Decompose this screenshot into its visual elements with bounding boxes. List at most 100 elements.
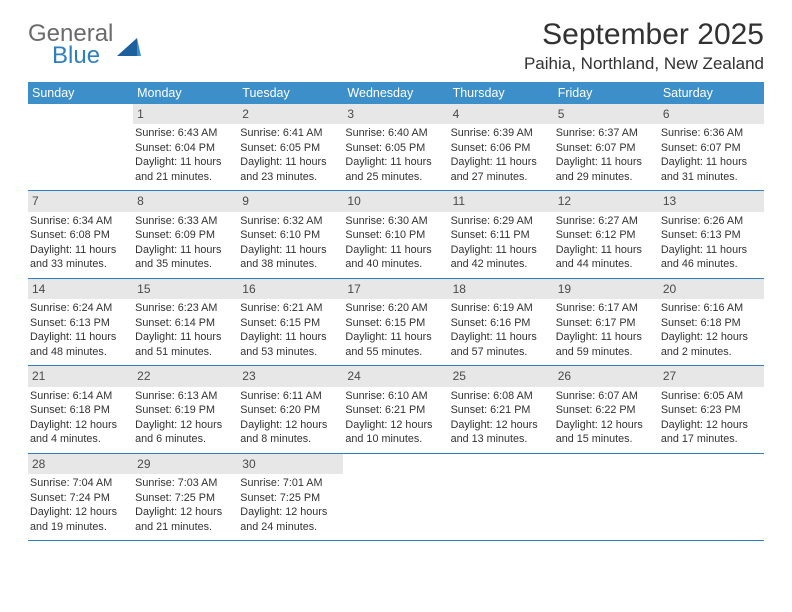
day-sunrise: Sunrise: 6:41 AM xyxy=(240,126,339,141)
day-daylight1: Daylight: 12 hours xyxy=(661,330,760,345)
day-daylight1: Daylight: 11 hours xyxy=(135,155,234,170)
day-daylight1: Daylight: 12 hours xyxy=(345,418,444,433)
week-row: 14Sunrise: 6:24 AMSunset: 6:13 PMDayligh… xyxy=(28,279,764,366)
day-number: 25 xyxy=(449,366,554,386)
day-number: 29 xyxy=(133,454,238,474)
day-number: 9 xyxy=(238,191,343,211)
brand-word2: Blue xyxy=(52,44,113,68)
day-sunrise: Sunrise: 6:27 AM xyxy=(556,214,655,229)
day-number: 15 xyxy=(133,279,238,299)
day-daylight2: and 15 minutes. xyxy=(556,432,655,447)
calendar-grid: Sunday Monday Tuesday Wednesday Thursday… xyxy=(28,82,764,541)
day-body: Sunrise: 6:08 AMSunset: 6:21 PMDaylight:… xyxy=(449,387,554,453)
day-sunrise: Sunrise: 6:14 AM xyxy=(30,389,129,404)
day-body: Sunrise: 6:43 AMSunset: 6:04 PMDaylight:… xyxy=(133,124,238,190)
day-sunset: Sunset: 7:25 PM xyxy=(135,491,234,506)
day-number: 21 xyxy=(28,366,133,386)
day-sunrise: Sunrise: 6:32 AM xyxy=(240,214,339,229)
day-body: Sunrise: 6:07 AMSunset: 6:22 PMDaylight:… xyxy=(554,387,659,453)
day-cell: 7Sunrise: 6:34 AMSunset: 6:08 PMDaylight… xyxy=(28,191,133,277)
day-daylight2: and 35 minutes. xyxy=(135,257,234,272)
day-number: 23 xyxy=(238,366,343,386)
day-cell: 13Sunrise: 6:26 AMSunset: 6:13 PMDayligh… xyxy=(659,191,764,277)
day-number: 5 xyxy=(554,104,659,124)
day-body: Sunrise: 6:33 AMSunset: 6:09 PMDaylight:… xyxy=(133,212,238,278)
day-daylight2: and 27 minutes. xyxy=(451,170,550,185)
day-daylight2: and 21 minutes. xyxy=(135,170,234,185)
day-daylight1: Daylight: 12 hours xyxy=(451,418,550,433)
day-daylight2: and 24 minutes. xyxy=(240,520,339,535)
header-row: General Blue September 2025 Paihia, Nort… xyxy=(28,18,764,74)
day-cell: 10Sunrise: 6:30 AMSunset: 6:10 PMDayligh… xyxy=(343,191,448,277)
day-cell: 8Sunrise: 6:33 AMSunset: 6:09 PMDaylight… xyxy=(133,191,238,277)
day-daylight1: Daylight: 12 hours xyxy=(135,505,234,520)
day-sunrise: Sunrise: 7:04 AM xyxy=(30,476,129,491)
day-daylight2: and 6 minutes. xyxy=(135,432,234,447)
day-header: Thursday xyxy=(449,82,554,104)
day-body: Sunrise: 6:24 AMSunset: 6:13 PMDaylight:… xyxy=(28,299,133,365)
day-number: 7 xyxy=(28,191,133,211)
day-body: Sunrise: 7:01 AMSunset: 7:25 PMDaylight:… xyxy=(238,474,343,540)
day-cell: 12Sunrise: 6:27 AMSunset: 6:12 PMDayligh… xyxy=(554,191,659,277)
day-number: 20 xyxy=(659,279,764,299)
day-body: Sunrise: 6:32 AMSunset: 6:10 PMDaylight:… xyxy=(238,212,343,278)
day-cell: 24Sunrise: 6:10 AMSunset: 6:21 PMDayligh… xyxy=(343,366,448,452)
day-number: 24 xyxy=(343,366,448,386)
day-sunrise: Sunrise: 6:37 AM xyxy=(556,126,655,141)
day-number: 19 xyxy=(554,279,659,299)
day-sunrise: Sunrise: 6:20 AM xyxy=(345,301,444,316)
day-body: Sunrise: 6:29 AMSunset: 6:11 PMDaylight:… xyxy=(449,212,554,278)
day-sunrise: Sunrise: 6:30 AM xyxy=(345,214,444,229)
day-cell: 16Sunrise: 6:21 AMSunset: 6:15 PMDayligh… xyxy=(238,279,343,365)
day-cell: 21Sunrise: 6:14 AMSunset: 6:18 PMDayligh… xyxy=(28,366,133,452)
day-number: 8 xyxy=(133,191,238,211)
day-header: Wednesday xyxy=(343,82,448,104)
day-body: Sunrise: 6:17 AMSunset: 6:17 PMDaylight:… xyxy=(554,299,659,365)
day-sunset: Sunset: 6:23 PM xyxy=(661,403,760,418)
day-body: Sunrise: 6:20 AMSunset: 6:15 PMDaylight:… xyxy=(343,299,448,365)
day-number: 28 xyxy=(28,454,133,474)
day-cell: 2Sunrise: 6:41 AMSunset: 6:05 PMDaylight… xyxy=(238,104,343,190)
day-number: 27 xyxy=(659,366,764,386)
day-sunset: Sunset: 6:21 PM xyxy=(451,403,550,418)
day-sunset: Sunset: 6:15 PM xyxy=(345,316,444,331)
day-sunset: Sunset: 6:09 PM xyxy=(135,228,234,243)
day-sunrise: Sunrise: 6:24 AM xyxy=(30,301,129,316)
day-daylight2: and 33 minutes. xyxy=(30,257,129,272)
day-number: 12 xyxy=(554,191,659,211)
day-body: Sunrise: 6:40 AMSunset: 6:05 PMDaylight:… xyxy=(343,124,448,190)
day-daylight2: and 38 minutes. xyxy=(240,257,339,272)
day-sunset: Sunset: 7:24 PM xyxy=(30,491,129,506)
day-body: Sunrise: 6:26 AMSunset: 6:13 PMDaylight:… xyxy=(659,212,764,278)
week-row: 1Sunrise: 6:43 AMSunset: 6:04 PMDaylight… xyxy=(28,104,764,191)
day-cell xyxy=(343,454,448,540)
day-sunrise: Sunrise: 6:13 AM xyxy=(135,389,234,404)
day-daylight1: Daylight: 11 hours xyxy=(135,243,234,258)
day-number: 2 xyxy=(238,104,343,124)
day-sunset: Sunset: 6:06 PM xyxy=(451,141,550,156)
day-daylight2: and 40 minutes. xyxy=(345,257,444,272)
day-cell: 9Sunrise: 6:32 AMSunset: 6:10 PMDaylight… xyxy=(238,191,343,277)
day-daylight2: and 25 minutes. xyxy=(345,170,444,185)
day-daylight1: Daylight: 12 hours xyxy=(135,418,234,433)
day-daylight1: Daylight: 11 hours xyxy=(240,330,339,345)
day-daylight1: Daylight: 11 hours xyxy=(345,155,444,170)
day-sunset: Sunset: 6:21 PM xyxy=(345,403,444,418)
day-cell: 6Sunrise: 6:36 AMSunset: 6:07 PMDaylight… xyxy=(659,104,764,190)
day-sunset: Sunset: 6:14 PM xyxy=(135,316,234,331)
day-sunrise: Sunrise: 6:08 AM xyxy=(451,389,550,404)
day-sunset: Sunset: 6:18 PM xyxy=(30,403,129,418)
day-sunrise: Sunrise: 6:40 AM xyxy=(345,126,444,141)
day-sunrise: Sunrise: 6:43 AM xyxy=(135,126,234,141)
day-daylight2: and 4 minutes. xyxy=(30,432,129,447)
day-daylight1: Daylight: 11 hours xyxy=(451,330,550,345)
day-number: 10 xyxy=(343,191,448,211)
day-daylight2: and 48 minutes. xyxy=(30,345,129,360)
day-number: 6 xyxy=(659,104,764,124)
day-number: 3 xyxy=(343,104,448,124)
day-number: 1 xyxy=(133,104,238,124)
day-cell xyxy=(28,104,133,190)
day-cell: 17Sunrise: 6:20 AMSunset: 6:15 PMDayligh… xyxy=(343,279,448,365)
day-sunrise: Sunrise: 6:05 AM xyxy=(661,389,760,404)
day-daylight2: and 44 minutes. xyxy=(556,257,655,272)
